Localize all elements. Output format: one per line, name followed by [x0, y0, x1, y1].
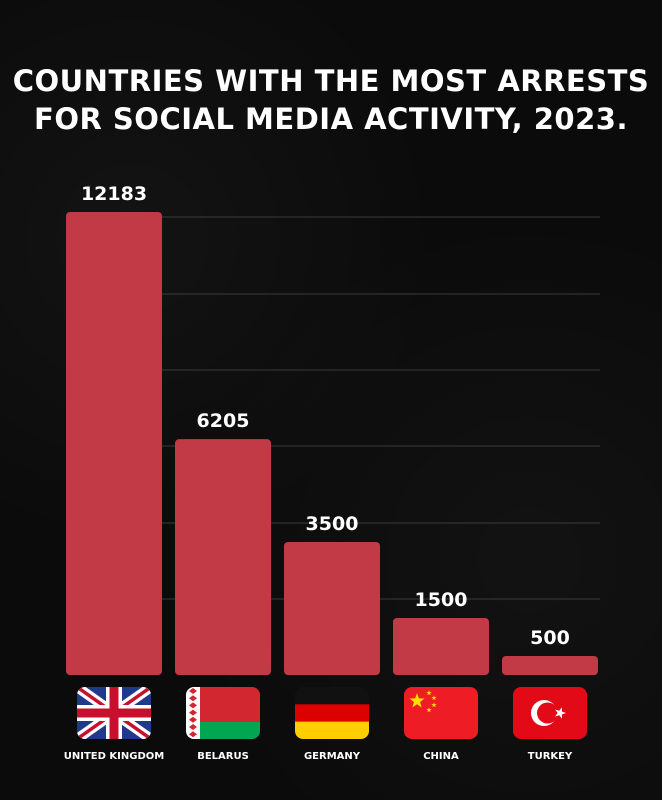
- bar-germany: [284, 541, 380, 675]
- bar-belarus: [175, 439, 271, 675]
- category-label-united-kingdom: UNITED KINGDOM: [64, 751, 164, 762]
- value-label-china: 1500: [415, 589, 468, 611]
- china-flag: [404, 687, 478, 739]
- bar-china: [393, 617, 489, 675]
- value-labels: 12183 6205 3500 1500 500: [81, 183, 570, 649]
- belarus-flag: [186, 687, 260, 739]
- chart-title-line-2: FOR SOCIAL MEDIA ACTIVITY, 2023.: [34, 102, 628, 136]
- germany-flag: [295, 687, 369, 739]
- chart-title: COUNTRIES WITH THE MOST ARRESTS FOR SOCI…: [0, 62, 662, 138]
- flags: [77, 687, 587, 739]
- value-label-belarus: 6205: [197, 410, 250, 432]
- category-label-belarus: BELARUS: [197, 751, 249, 762]
- bar-united-kingdom: [66, 212, 162, 675]
- bar-turkey: [502, 655, 598, 675]
- category-label-china: CHINA: [423, 751, 459, 762]
- value-label-germany: 3500: [306, 513, 359, 535]
- bars: [66, 212, 598, 675]
- united-kingdom-flag: [77, 687, 151, 739]
- chart-title-line-1: COUNTRIES WITH THE MOST ARRESTS: [12, 64, 650, 98]
- value-label-united-kingdom: 12183: [81, 183, 147, 205]
- value-label-turkey: 500: [530, 627, 570, 649]
- category-label-germany: GERMANY: [304, 751, 361, 762]
- category-label-turkey: TURKEY: [528, 751, 573, 762]
- turkey-flag: [513, 687, 587, 739]
- category-labels: UNITED KINGDOM BELARUS GERMANY CHINA TURKEY: [64, 751, 573, 762]
